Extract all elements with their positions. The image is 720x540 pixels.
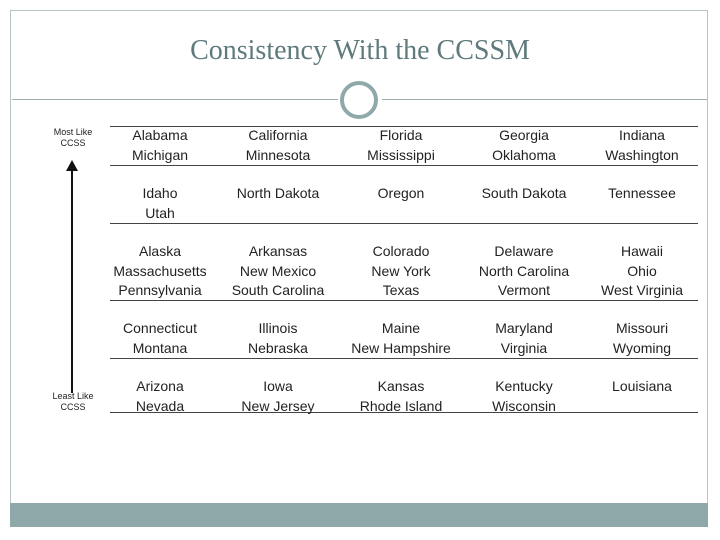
table-cell: Indiana Washington — [583, 126, 701, 165]
state-name: New Hampshire — [351, 339, 451, 356]
table-rule — [110, 412, 698, 413]
state-name: New York — [371, 262, 431, 279]
title-divider-left — [12, 99, 338, 100]
state-name: North Dakota — [236, 185, 320, 201]
state-name: Missouri — [615, 320, 669, 336]
table-cell: Connecticut Montana — [101, 319, 219, 358]
state-name: Massachusetts — [113, 262, 207, 279]
state-name: Washington — [605, 146, 679, 163]
state-name: Texas — [382, 282, 420, 298]
state-name: Alabama — [132, 127, 188, 143]
table-cell: Tennessee — [583, 184, 701, 204]
state-name: New Mexico — [239, 262, 317, 279]
table-cell: Kansas Rhode Island — [342, 377, 460, 416]
table-cell: Oregon — [342, 184, 460, 204]
state-name: Hawaii — [620, 243, 663, 259]
state-name: West Virginia — [601, 282, 683, 298]
table-cell: Maine New Hampshire — [342, 319, 460, 358]
table-cell: Alaska Massachusetts Pennsylvania — [101, 242, 219, 301]
state-name: Montana — [132, 339, 188, 356]
table-rule — [110, 223, 698, 224]
state-name: Louisiana — [612, 378, 672, 394]
state-name: Wisconsin — [492, 397, 556, 414]
state-name: Idaho — [142, 185, 178, 201]
table-cell: Iowa New Jersey — [219, 377, 337, 416]
state-name: Delaware — [494, 243, 554, 259]
up-arrow-icon — [66, 160, 78, 171]
state-name: Georgia — [499, 127, 549, 143]
state-name: Ohio — [627, 262, 657, 279]
table-rule — [110, 126, 698, 127]
state-name: Illinois — [258, 320, 298, 336]
table-cell: California Minnesota — [219, 126, 337, 165]
table-cell: Louisiana — [583, 377, 701, 397]
table-cell: Colorado New York Texas — [342, 242, 460, 301]
state-name: North Carolina — [478, 262, 570, 279]
state-name: Nevada — [135, 397, 185, 414]
table-rule — [110, 300, 698, 301]
table-cell: Idaho Utah — [101, 184, 219, 223]
title-divider-right — [382, 99, 707, 100]
axis-label-most-like: Most Like CCSS — [53, 127, 93, 148]
table-cell: Arkansas New Mexico South Carolina — [219, 242, 337, 301]
table-cell: South Dakota — [465, 184, 583, 204]
state-name: Virginia — [500, 339, 548, 356]
state-name: New Jersey — [241, 397, 315, 414]
table-cell: North Dakota — [219, 184, 337, 204]
state-name: Wyoming — [612, 339, 672, 356]
state-name: Minnesota — [245, 146, 311, 163]
table-rule — [110, 358, 698, 359]
state-name: Indiana — [619, 127, 665, 143]
state-name: Connecticut — [123, 320, 197, 336]
state-name: Maine — [381, 320, 421, 336]
state-name: Oklahoma — [492, 146, 556, 163]
table-rule — [110, 165, 698, 166]
state-name: Tennessee — [608, 185, 676, 201]
table-cell: Hawaii Ohio West Virginia — [583, 242, 701, 301]
table-cell: Florida Mississippi — [342, 126, 460, 165]
table-cell: Alabama Michigan — [101, 126, 219, 165]
table-cell: Delaware North Carolina Vermont — [465, 242, 583, 301]
slide-title: Consistency With the CCSSM — [190, 35, 530, 66]
footer-bar — [10, 503, 708, 527]
table-cell: Maryland Virginia — [465, 319, 583, 358]
state-name: Vermont — [497, 282, 551, 298]
state-name: Kansas — [377, 378, 425, 394]
state-name: Mississippi — [367, 146, 435, 163]
state-name: Maryland — [495, 320, 553, 336]
state-name: Alaska — [138, 243, 182, 259]
table-cell: Missouri Wyoming — [583, 319, 701, 358]
axis-label-least-like: Least Like CCSS — [52, 391, 94, 412]
state-name: Iowa — [263, 378, 293, 394]
consistency-axis-line — [71, 170, 73, 393]
table-cell: Kentucky Wisconsin — [465, 377, 583, 416]
state-name: Michigan — [131, 146, 189, 163]
table-cell: Georgia Oklahoma — [465, 126, 583, 165]
state-name: Oregon — [377, 185, 425, 201]
state-name: Arizona — [136, 378, 184, 394]
state-name: South Carolina — [231, 282, 325, 298]
state-name: Kentucky — [495, 378, 553, 394]
state-name: Nebraska — [248, 339, 308, 356]
table-cell: Arizona Nevada — [101, 377, 219, 416]
state-name: Florida — [379, 127, 423, 143]
state-name: Colorado — [372, 243, 430, 259]
state-name: Utah — [145, 204, 175, 221]
state-name: South Dakota — [481, 185, 567, 201]
state-name: Pennsylvania — [118, 282, 202, 298]
state-name: California — [248, 127, 308, 143]
state-name: Rhode Island — [359, 397, 443, 414]
circle-ornament-icon — [340, 81, 378, 119]
table-cell: Illinois Nebraska — [219, 319, 337, 358]
state-name: Arkansas — [248, 243, 308, 259]
